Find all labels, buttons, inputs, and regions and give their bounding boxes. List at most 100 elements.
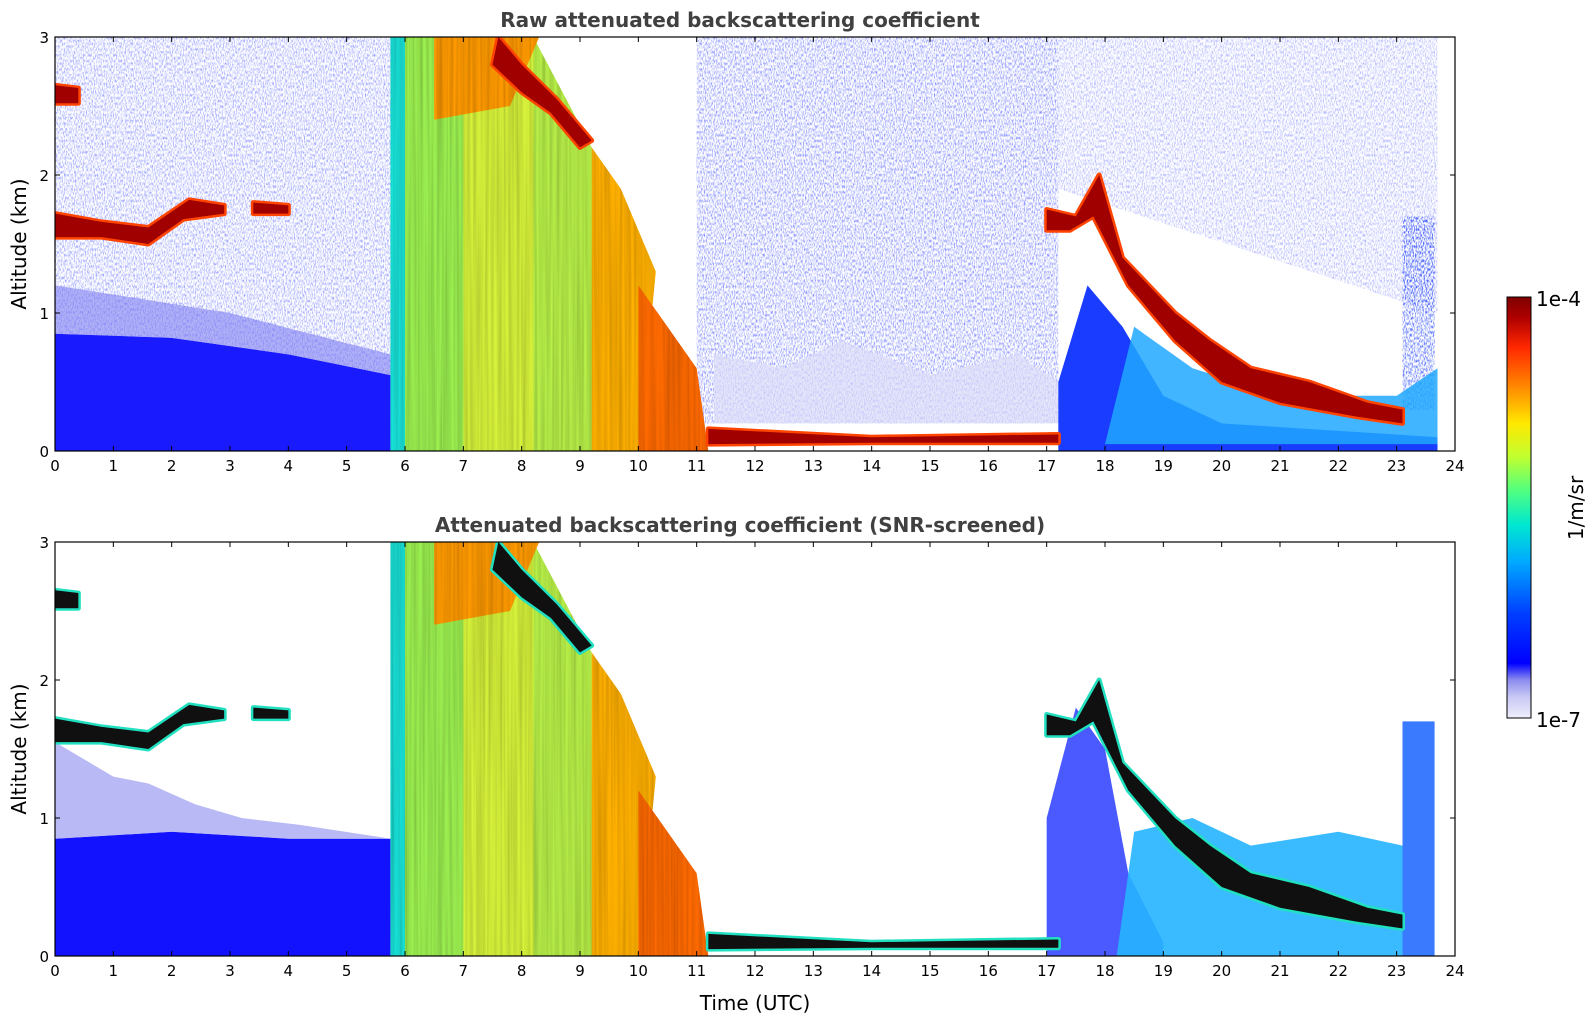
raw-x-tick-label: 20 (1212, 457, 1231, 475)
scr-x-tick-label: 4 (284, 962, 294, 980)
cloud-layer (55, 85, 79, 104)
cloud-layer (1046, 680, 1403, 929)
raw-x-tick-label: 21 (1270, 457, 1289, 475)
raw-y-tick-label: 2 (39, 167, 49, 185)
scr-x-tick-label: 5 (342, 962, 352, 980)
raw-x-tick-label: 17 (1037, 457, 1056, 475)
late-aerosol (1402, 216, 1435, 410)
cloud-layer (1046, 175, 1403, 424)
scr-x-tick-label: 2 (167, 962, 177, 980)
panel-raw-x-axis: 0 1 2 3 4 5 6 7 8 9 10 11 12 13 14 15 16 17 18 19 20 21 22 23 24 (50, 37, 1465, 475)
precip-band (463, 542, 545, 956)
raw-x-tick-label: 18 (1095, 457, 1114, 475)
raw-x-tick-label: 22 (1329, 457, 1348, 475)
colorbar-max-label: 1e-4 (1536, 287, 1581, 311)
scr-x-tick-label: 11 (687, 962, 706, 980)
scr-y-tick-label: 2 (39, 672, 49, 690)
scr-x-tick-label: 15 (920, 962, 939, 980)
panel-screened-plot (54, 541, 1456, 957)
raw-x-tick-label: 12 (745, 457, 764, 475)
raw-x-tick-label: 19 (1154, 457, 1173, 475)
raw-x-tick-label: 5 (342, 457, 352, 475)
precip-band (405, 37, 475, 451)
scr-x-tick-label: 21 (1270, 962, 1289, 980)
cloud-layer (253, 202, 289, 214)
cloud-layer (55, 199, 225, 244)
raw-x-tick-label: 8 (517, 457, 527, 475)
cloud-layer (492, 37, 592, 148)
scr-x-tick-label: 8 (517, 962, 527, 980)
raw-x-tick-label: 10 (629, 457, 648, 475)
colorbar-scale (1506, 296, 1532, 719)
raw-x-tick-label: 15 (920, 457, 939, 475)
raw-x-tick-label: 13 (804, 457, 823, 475)
precip-band (463, 37, 545, 451)
panel-raw-y-axis-label: Altitude (km) (7, 178, 31, 309)
raw-field (55, 37, 1438, 451)
scr-x-tick-label: 13 (804, 962, 823, 980)
boundary-layer-morning (55, 333, 391, 451)
panel-screened-y-axis: 0 1 2 3 (39, 534, 1455, 966)
panel-raw: Raw attenuated backscattering coefficien… (7, 8, 1465, 475)
colorbar: 1e-4 1e-7 1/m/sr (1506, 287, 1588, 732)
raw-x-tick-label: 3 (225, 457, 235, 475)
scr-x-tick-label: 0 (50, 962, 60, 980)
scr-x-tick-label: 1 (109, 962, 119, 980)
precipitation-block (390, 542, 709, 956)
raw-x-tick-label: 6 (400, 457, 410, 475)
cloud-layer (708, 428, 1059, 445)
aerosol-haze-morning (55, 742, 391, 839)
panel-raw-y-axis: 0 1 2 3 (39, 29, 1455, 461)
scr-x-tick-label: 23 (1387, 962, 1406, 980)
raw-x-tick-label: 11 (687, 457, 706, 475)
raw-x-tick-label: 24 (1445, 457, 1464, 475)
precip-band (638, 790, 709, 956)
cloud-layer (55, 590, 79, 609)
raw-x-tick-label: 9 (575, 457, 585, 475)
scr-y-tick-label: 0 (39, 948, 49, 966)
raw-x-tick-label: 0 (50, 457, 60, 475)
panel-screened: Attenuated backscattering coefficient (S… (7, 513, 1465, 1015)
precip-band (405, 542, 475, 956)
precip-band (533, 542, 610, 956)
scr-field (55, 542, 1435, 956)
raw-x-tick-label: 16 (979, 457, 998, 475)
scr-x-tick-label: 18 (1095, 962, 1114, 980)
scr-x-tick-label: 10 (629, 962, 648, 980)
raw-x-tick-label: 4 (284, 457, 294, 475)
panel-screened-y-axis-label: Altitude (km) (7, 683, 31, 814)
scr-y-tick-label: 3 (39, 534, 49, 552)
scr-x-tick-label: 19 (1154, 962, 1173, 980)
cloud-layer (708, 933, 1059, 950)
scr-x-tick-label: 17 (1037, 962, 1056, 980)
boundary-layer-morning (55, 831, 391, 956)
cloud-layer (253, 707, 289, 719)
panel-raw-heatmap (55, 37, 1438, 451)
scr-x-tick-label: 16 (979, 962, 998, 980)
scr-x-tick-label: 24 (1445, 962, 1464, 980)
cloud-layer (492, 542, 592, 653)
panel-screened-heatmap (55, 542, 1435, 956)
panel-raw-title: Raw attenuated backscattering coefficien… (500, 8, 980, 32)
colorbar-min-label: 1e-7 (1536, 708, 1581, 732)
scr-x-tick-label: 14 (862, 962, 881, 980)
precip-band (638, 285, 709, 451)
scr-x-tick-label: 20 (1212, 962, 1231, 980)
scr-x-tick-label: 22 (1329, 962, 1348, 980)
raw-x-tick-label: 7 (459, 457, 469, 475)
raw-y-tick-label: 3 (39, 29, 49, 47)
panel-screened-title: Attenuated backscattering coefficient (S… (435, 513, 1045, 537)
scr-x-tick-label: 6 (400, 962, 410, 980)
scr-x-tick-label: 3 (225, 962, 235, 980)
raw-x-tick-label: 2 (167, 457, 177, 475)
raw-y-tick-label: 1 (39, 305, 49, 323)
scr-x-tick-label: 12 (745, 962, 764, 980)
raw-x-tick-label: 14 (862, 457, 881, 475)
raw-x-tick-label: 23 (1387, 457, 1406, 475)
precip-band (533, 37, 610, 451)
scr-x-tick-label: 7 (459, 962, 469, 980)
clear-sky-noise-midday (696, 37, 1059, 424)
precipitation-block (390, 37, 709, 451)
aerosol-haze-morning (55, 285, 391, 376)
